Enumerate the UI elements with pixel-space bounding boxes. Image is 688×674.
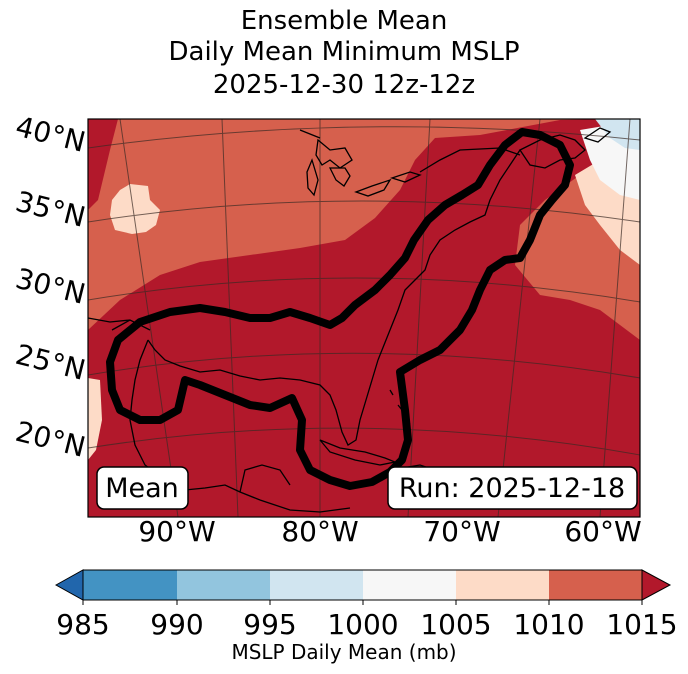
lat-label-40: 40°N [12,110,88,159]
map-frame [87,118,641,518]
title-line-3: 2025-12-30 12z-12z [212,70,476,100]
map-panel [88,119,640,517]
title-line-2: Daily Mean Minimum MSLP [168,37,520,67]
colorbar-bin-1000-1005 [363,570,456,600]
lon-label-60w: 60°W [564,515,641,548]
colorbar-tick-1015: 1015 [606,608,677,641]
colorbar-tick-1005: 1005 [420,608,491,641]
colorbar-bin-990-995 [177,570,270,600]
colorbar-bin-1010-1015 [549,570,642,600]
colorbar-tick-995: 995 [243,608,296,641]
run-box [387,466,638,510]
mean-box-label: Mean [105,473,179,504]
run-box-label: Run: 2025-12-18 [399,473,625,504]
lat-label-35: 35°N [12,185,88,234]
colorbar-tick-1010: 1010 [513,608,584,641]
lon-label-80w: 80°W [281,515,358,548]
mean-box [96,466,189,510]
field-above-1015 [88,119,640,517]
title-line-1: Ensemble Mean [240,6,448,36]
field-995-1000-northeast [595,119,640,150]
colorbar-bin-995-1000 [270,570,363,600]
field-1005-1010-southwest [88,378,102,460]
colorbar-under-arrow [54,569,84,601]
colorbar-label: MSLP Daily Mean (mb) [231,640,457,664]
colorbar-tick-985: 985 [56,608,109,641]
colorbar-tick-990: 990 [150,608,203,641]
field-1005-1010-plains [110,184,160,234]
colorbar-bin-985-990 [83,570,177,600]
field-above-1015-west [88,119,118,210]
graticule [88,119,640,517]
lat-label-25: 25°N [12,338,88,387]
coastlines [88,127,612,513]
lon-label-70w: 70°W [423,515,500,548]
colorbar-over-arrow [641,569,672,601]
contour-line [106,128,574,490]
lat-label-30: 30°N [12,262,88,311]
lon-label-90w: 90°W [138,515,215,548]
colorbar-tick-1000: 1000 [327,608,398,641]
lat-label-20: 20°N [12,415,88,464]
colorbar-bin-1005-1010 [456,570,549,600]
colorbar: 985 990 995 1000 1005 1010 1015 [54,569,678,641]
